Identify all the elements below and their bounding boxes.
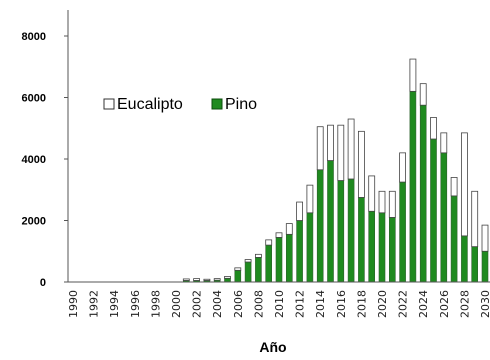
bar-pino — [378, 212, 386, 283]
bar-eucalipto — [430, 117, 437, 140]
x-tick-label: 2006 — [232, 290, 245, 318]
bar-eucalipto — [471, 190, 479, 248]
bar-eucalipto — [368, 175, 376, 212]
bar-pino — [419, 104, 427, 283]
bar-pino — [244, 261, 252, 283]
legend-label-eucalipto: Eucalipto — [117, 96, 183, 113]
bar-pino — [450, 195, 458, 283]
bar-eucalipto — [296, 201, 304, 221]
bar-eucalipto — [419, 83, 427, 106]
x-tick-label: 2014 — [314, 290, 327, 318]
x-tick-label: 2008 — [252, 290, 265, 318]
bar-eucalipto — [285, 223, 293, 235]
x-tick-label: 1990 — [67, 290, 80, 318]
bar-eucalipto — [193, 278, 201, 281]
x-tick-label: 2024 — [417, 290, 430, 318]
bar-pino — [388, 217, 396, 283]
bar-eucalipto — [347, 118, 355, 180]
x-tick-label: 2018 — [355, 290, 368, 318]
bar-pino — [255, 257, 262, 283]
bar-pino — [368, 210, 376, 283]
bar-pino — [306, 212, 314, 283]
bar-eucalipto — [440, 132, 448, 154]
bar-eucalipto — [460, 132, 468, 237]
x-tick-label: 2028 — [458, 290, 471, 318]
bar-eucalipto — [213, 278, 221, 281]
y-tick-label: 8000 — [22, 31, 46, 43]
x-tick-label: 2016 — [335, 290, 348, 318]
x-tick-label: 1994 — [108, 290, 121, 318]
bar-eucalipto — [481, 224, 489, 252]
x-tick-label: 2030 — [479, 290, 490, 318]
x-tick-label: 2012 — [294, 290, 307, 318]
y-tick-label: 2000 — [22, 216, 46, 228]
bar-eucalipto — [182, 278, 190, 281]
legend-label-pino: Pino — [225, 96, 257, 113]
bar-pino — [481, 250, 489, 283]
bar-eucalipto — [254, 253, 262, 258]
bar-eucalipto — [399, 152, 407, 183]
bar-pino — [337, 180, 345, 283]
y-tick-label: 6000 — [22, 93, 46, 105]
legend-swatch-eucalipto — [103, 98, 115, 110]
bar-pino — [224, 278, 231, 283]
bar-eucalipto — [316, 126, 324, 171]
x-axis: 1990 1992 1994 1996 1998 2000 2002 2004 2006 2008… — [67, 281, 490, 318]
bar-eucalipto — [275, 232, 283, 238]
y-axis: 0 2000 4000 6000 8000 — [22, 10, 69, 289]
bar-pino — [358, 197, 365, 283]
bars-group — [182, 58, 489, 283]
x-tick-label: 1996 — [129, 290, 142, 318]
bar-eucalipto — [409, 58, 417, 92]
legend: Eucalipto Pino — [103, 96, 257, 113]
bar-pino — [399, 181, 406, 283]
x-tick-label: 2026 — [438, 290, 451, 318]
bar-pino — [327, 160, 334, 283]
bar-eucalipto — [234, 267, 242, 271]
bar-pino — [265, 244, 273, 283]
bar-pino — [430, 138, 437, 283]
y-tick-label: 4000 — [22, 154, 46, 166]
x-axis-title: Año — [259, 339, 286, 355]
x-tick-label: 2000 — [170, 290, 183, 318]
bar-eucalipto — [450, 177, 458, 197]
bar-pino — [285, 234, 293, 283]
bar-pino — [409, 91, 417, 283]
bar-pino — [296, 220, 303, 283]
bar-eucalipto — [337, 124, 345, 181]
x-tick-label: 2022 — [397, 290, 410, 318]
x-tick-label: 2020 — [376, 290, 389, 318]
bar-eucalipto — [306, 184, 314, 214]
x-tick-label: 2004 — [211, 290, 224, 318]
bar-pino — [275, 237, 283, 283]
bar-pino — [461, 235, 468, 283]
bar-eucalipto — [265, 239, 273, 246]
bar-eucalipto — [357, 130, 365, 198]
bar-pino — [440, 152, 448, 283]
x-tick-label: 1992 — [88, 290, 101, 318]
bar-pino — [316, 169, 324, 283]
bar-eucalipto — [378, 190, 386, 214]
bar-pino — [471, 246, 479, 283]
y-tick-label: 0 — [40, 277, 46, 289]
bar-eucalipto — [203, 278, 211, 281]
x-tick-label: 1998 — [149, 290, 162, 318]
bar-eucalipto — [224, 276, 231, 279]
bar-eucalipto — [244, 259, 252, 263]
x-tick-label: 2002 — [191, 290, 204, 318]
bar-pino — [234, 270, 242, 283]
bar-pino — [347, 178, 355, 283]
bar-eucalipto — [327, 124, 334, 161]
x-tick-label: 2010 — [273, 290, 286, 318]
legend-swatch-pino — [211, 98, 223, 110]
bar-eucalipto — [388, 190, 396, 218]
